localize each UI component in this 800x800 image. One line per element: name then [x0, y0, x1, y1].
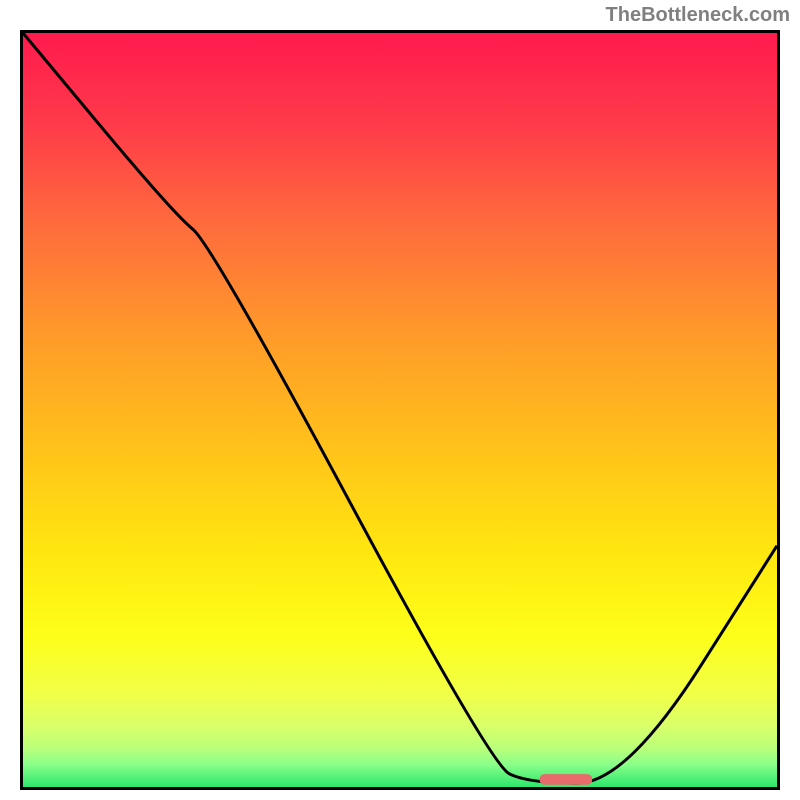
attribution-text: TheBottleneck.com — [606, 4, 790, 27]
bottleneck-curve — [23, 33, 777, 787]
bottleneck-chart — [20, 30, 780, 790]
curve-path — [23, 33, 777, 783]
optimal-marker — [539, 774, 592, 785]
